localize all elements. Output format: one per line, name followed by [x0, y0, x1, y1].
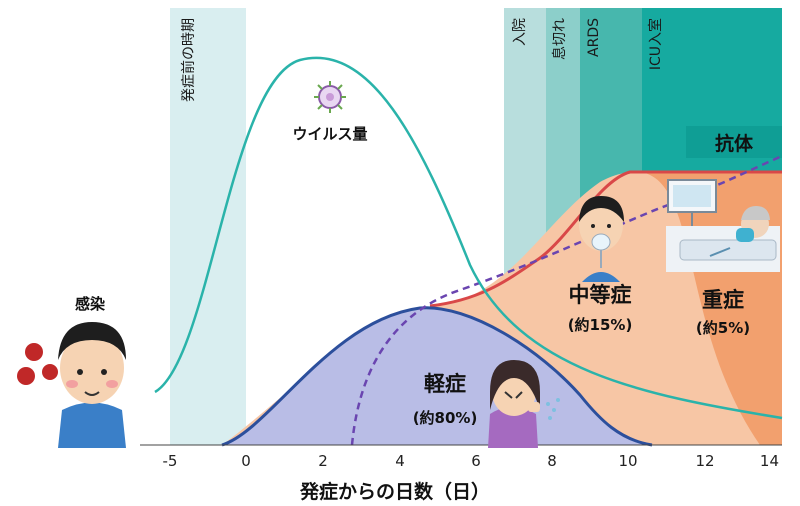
severe-label: 重症 [702, 288, 744, 312]
presymptom-band [170, 8, 246, 445]
severe-pct-label: (約5%) [696, 319, 750, 337]
x-axis-title: 発症からの日数（日） [299, 480, 490, 503]
x-tick-label: -5 [163, 452, 178, 470]
x-tick-label: 4 [395, 452, 405, 470]
moderate-label: 中等症 [569, 283, 632, 307]
antibody-box [686, 126, 782, 158]
stage-label-ards: ARDS [586, 18, 602, 57]
stage-label-presymptom: 発症前の時期 [180, 18, 197, 102]
x-tick-label: 10 [618, 452, 637, 470]
viral-load-curve [154, 56, 783, 420]
x-tick-label: 6 [471, 452, 481, 470]
x-tick-label: 8 [547, 452, 557, 470]
icu-bed-icon [666, 179, 780, 272]
infection-label: 感染 [75, 295, 106, 313]
x-tick-label: 2 [318, 452, 328, 470]
x-tick-label: 12 [695, 452, 714, 470]
coughing-woman-icon [488, 360, 560, 448]
mild-label: 軽症 [424, 372, 466, 396]
mild-pct-label: (約80%) [413, 409, 478, 427]
x-tick-label: 14 [760, 452, 779, 470]
virus-icon [314, 81, 346, 113]
mild-line [221, 306, 653, 447]
oxygen-mask-boy-icon [579, 196, 624, 282]
moderate-pct-label: (約15%) [568, 316, 633, 334]
x-tick-label: 0 [241, 452, 251, 470]
stage-label-icu: ICU入室 [647, 18, 664, 70]
antibody-line [350, 154, 783, 446]
antibody-label: 抗体 [715, 132, 754, 155]
viral-load-label: ウイルス量 [292, 125, 367, 143]
severe-line [429, 170, 782, 308]
stage-label-hospital: 入院 [512, 18, 528, 46]
infected-boy-icon [17, 322, 126, 448]
stage-label-dyspnea: 息切れ [551, 18, 568, 60]
mild-area [222, 307, 652, 445]
